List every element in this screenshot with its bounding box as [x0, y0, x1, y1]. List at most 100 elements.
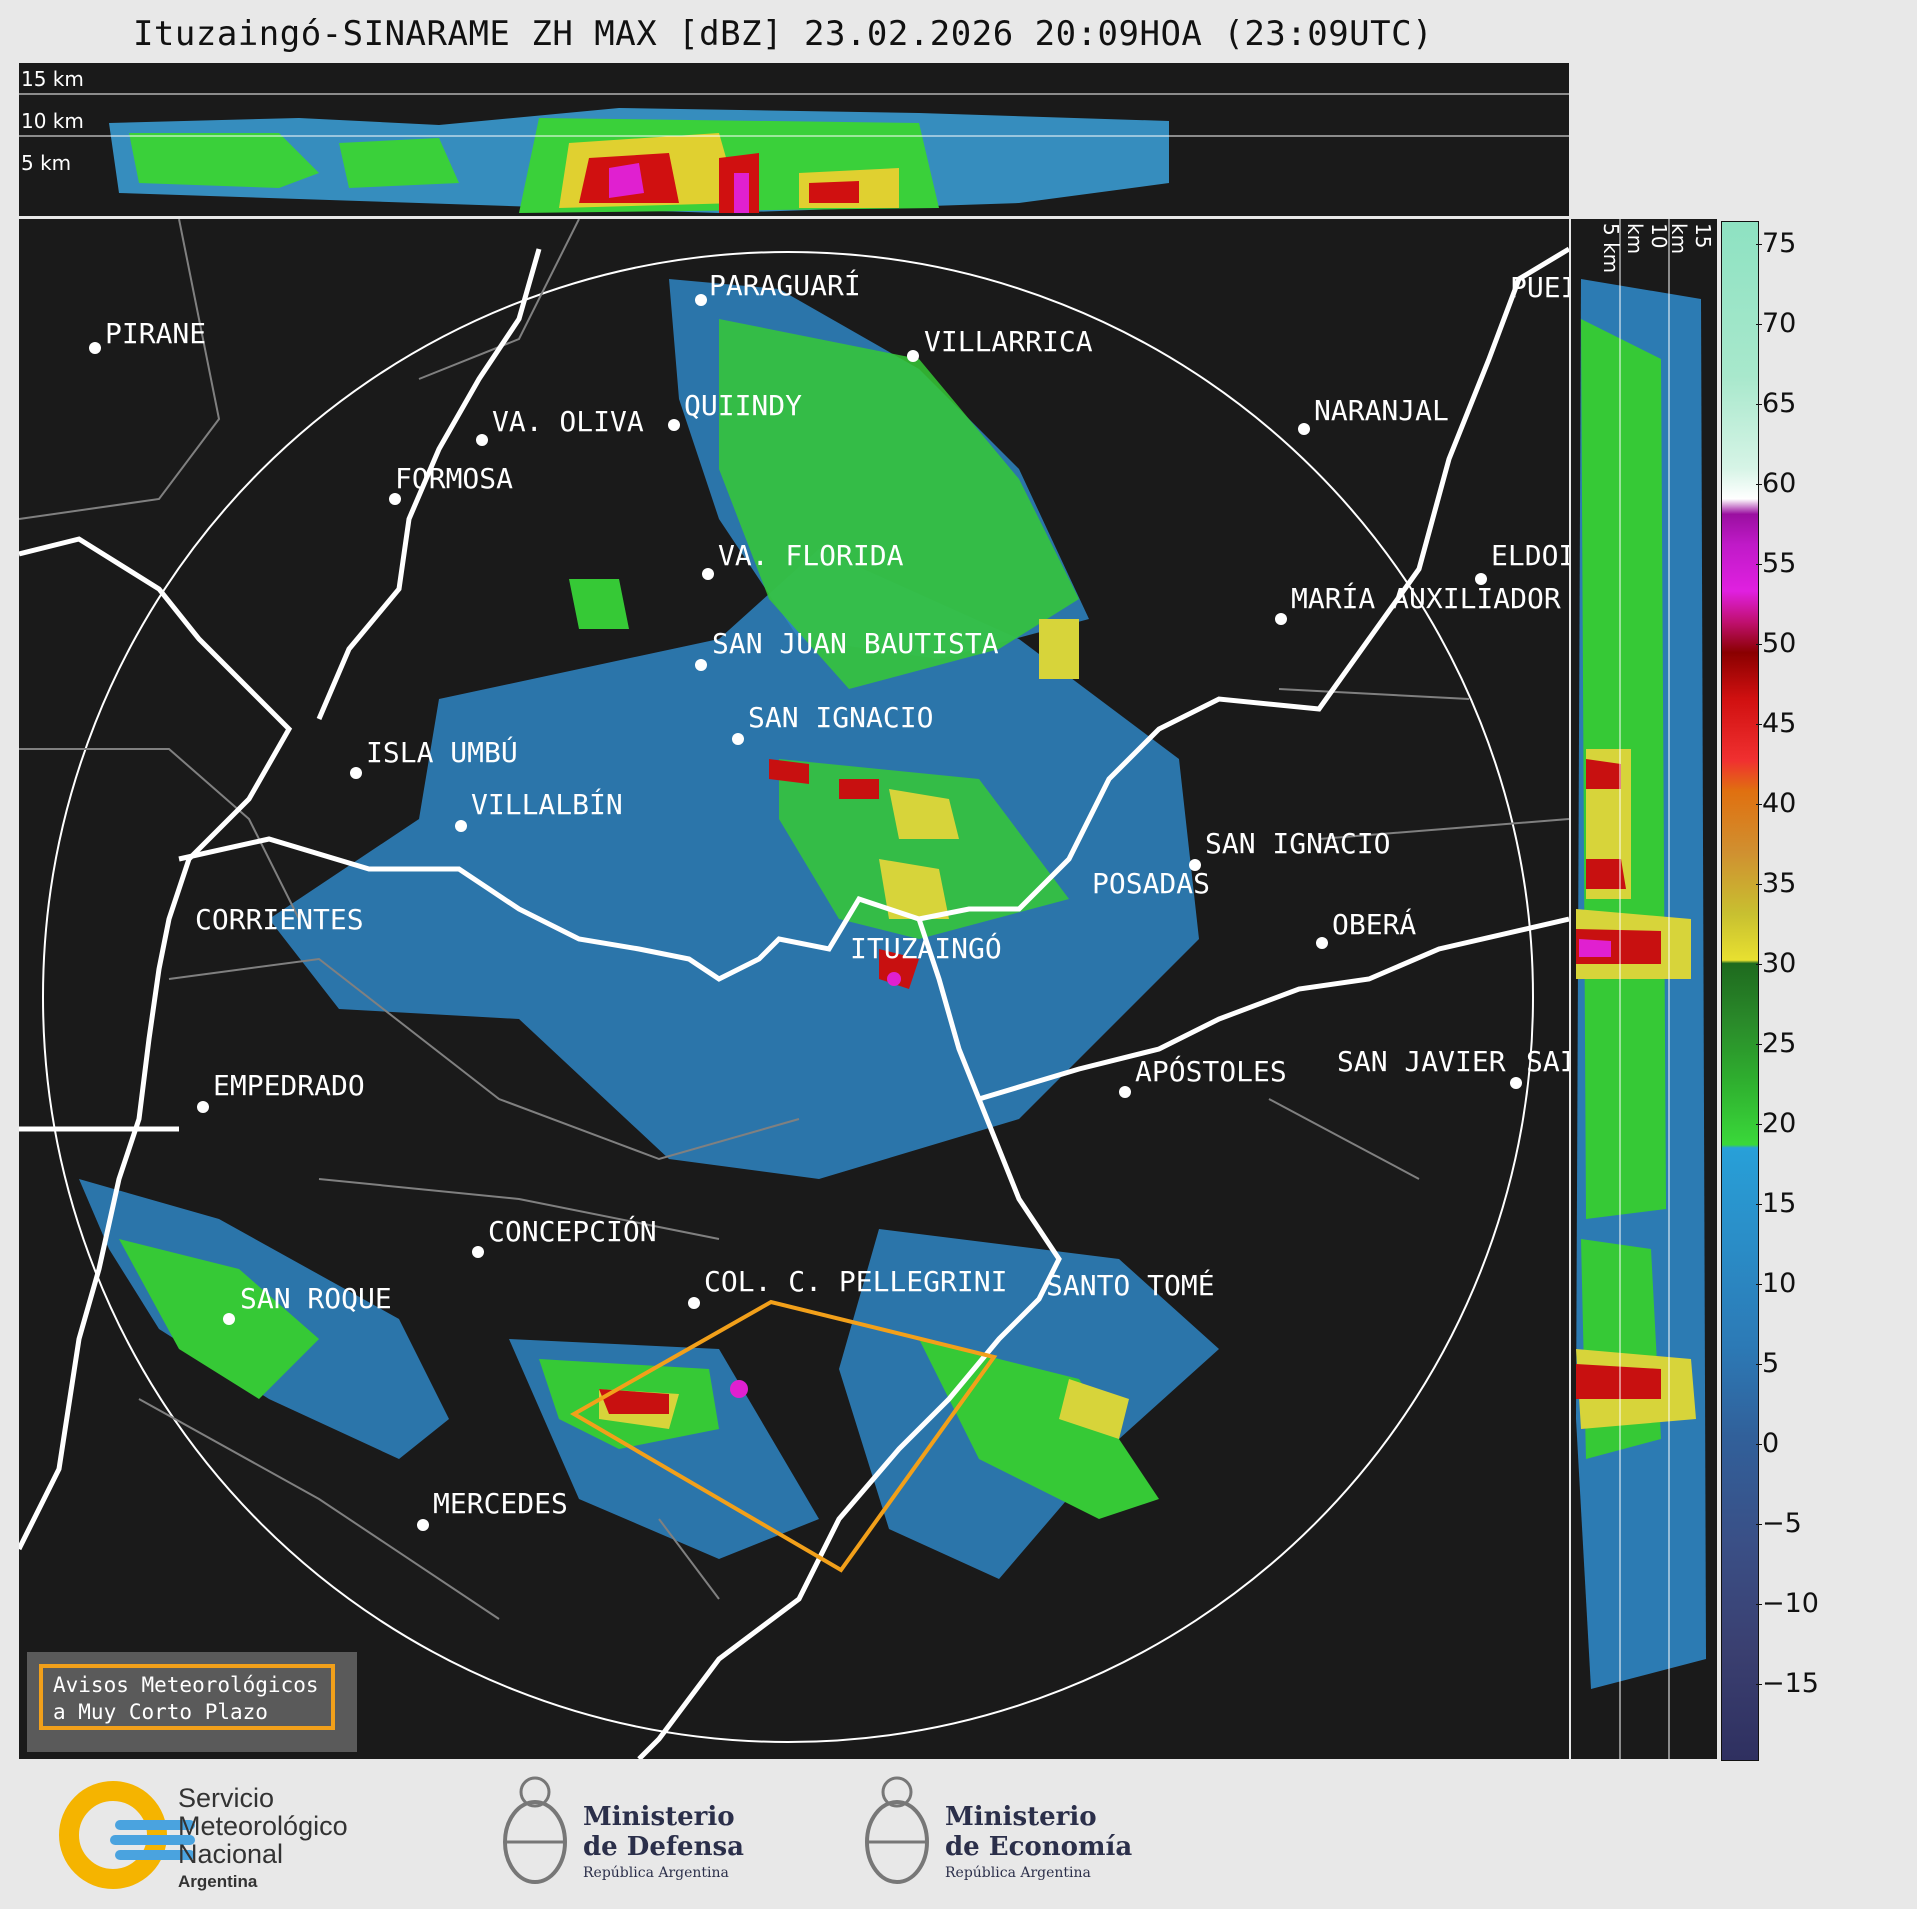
- city-label-san-javier: SAN JAVIER: [1337, 1045, 1506, 1078]
- smn-line1: Servicio: [178, 1783, 275, 1813]
- footer: Servicio Meteorológico Nacional Argentin…: [0, 1762, 1917, 1909]
- colorbar-tick-minus10: −10: [1756, 1588, 1819, 1619]
- city-dot: [197, 1101, 209, 1113]
- colorbar-tick-minus5: −5: [1756, 1508, 1802, 1539]
- city-label-obera: OBERÁ: [1332, 908, 1417, 941]
- colorbar-tick-45: 45: [1755, 708, 1797, 739]
- km-label-10: 10 km: [21, 109, 84, 133]
- colorbar-tick-50: 50: [1755, 628, 1797, 659]
- city-label-mercedes: MERCEDES: [433, 1487, 568, 1520]
- city-label-ituzaingo: ITUZAINGÓ: [850, 932, 1002, 965]
- city-dot: [688, 1297, 700, 1309]
- city-label-puei: PUEI: [1510, 271, 1569, 304]
- city-label-va-oliva: VA. OLIVA: [492, 405, 644, 438]
- city-dot: [1316, 937, 1328, 949]
- colorbar-tick-20: 20: [1755, 1108, 1797, 1139]
- city-dot: [1510, 1077, 1522, 1089]
- colorbar-tick-70: 70: [1755, 308, 1797, 339]
- city-label-isla-umbu: ISLA UMBÚ: [366, 736, 518, 769]
- city-label-villarrica: VILLARRICA: [924, 325, 1093, 358]
- colorbar-tick-0: 0: [1755, 1428, 1780, 1459]
- city-label-eldoi: ELDOI: [1491, 539, 1569, 572]
- economia-line3: República Argentina: [945, 1865, 1091, 1881]
- top-cross-section-echoes: [109, 108, 1169, 213]
- city-dot: [389, 493, 401, 505]
- economia-line2: de Economía: [945, 1832, 1133, 1862]
- coat-of-arms-defensa-icon: [503, 1776, 567, 1884]
- city-label-san-ignacio-py: SAN IGNACIO: [748, 701, 934, 734]
- defensa-line3: República Argentina: [583, 1865, 729, 1881]
- dbz-colorbar: [1721, 221, 1759, 1761]
- range-ring: [42, 251, 1534, 1743]
- city-label-quiindy: QUIINDY: [684, 389, 803, 422]
- warning-legend-frame: Avisos Meteorológicos a Muy Corto Plazo: [39, 1664, 335, 1730]
- colorbar-tick-55: 55: [1755, 548, 1797, 579]
- city-dot: [350, 767, 362, 779]
- smn-line2: Meteorológico: [178, 1811, 348, 1841]
- city-dot: [472, 1246, 484, 1258]
- city-dot: [1119, 1086, 1131, 1098]
- colorbar-tick-5: 5: [1755, 1348, 1780, 1379]
- side-km-label-5: 5 km: [1599, 223, 1623, 274]
- top-cross-section-panel: 15 km 10 km 5 km: [19, 63, 1569, 216]
- city-dot: [417, 1519, 429, 1531]
- city-dot: [907, 350, 919, 362]
- city-dot: [1275, 613, 1287, 625]
- smn-line3: Nacional: [178, 1839, 284, 1869]
- colorbar-tick-10: 10: [1755, 1268, 1797, 1299]
- city-dot: [1189, 859, 1201, 871]
- km-label-15: 15 km: [21, 67, 84, 91]
- city-label-villalbin: VILLALBÍN: [471, 788, 623, 821]
- city-label-santo-tome: SANTO TOMÉ: [1046, 1269, 1215, 1302]
- km-label-5: 5 km: [21, 151, 72, 175]
- city-label-maria-auxiliador: MARÍA AUXILIADOR: [1291, 582, 1561, 615]
- city-label-paraguari: PARAGUARÍ: [709, 269, 861, 302]
- city-label-formosa: FORMOSA: [395, 462, 514, 495]
- city-label-san-juan-bautista: SAN JUAN BAUTISTA: [712, 627, 999, 660]
- smn-line4: Argentina: [178, 1872, 258, 1891]
- colorbar-tick-40: 40: [1755, 788, 1797, 819]
- coat-of-arms-economia-icon: [865, 1776, 929, 1884]
- city-label-posadas: POSADAS: [1092, 867, 1211, 900]
- city-dot: [476, 434, 488, 446]
- colorbar-tick-30: 30: [1755, 948, 1797, 979]
- city-dot: [1298, 423, 1310, 435]
- city-dot: [695, 659, 707, 671]
- warning-legend-line2: a Muy Corto Plazo: [53, 1700, 268, 1724]
- map-boundaries: [19, 219, 1569, 1759]
- city-label-san-ignacio-ar: SAN IGNACIO: [1205, 827, 1391, 860]
- city-label-empedrado: EMPEDRADO: [213, 1069, 365, 1102]
- side-km-label-10: 10 km: [1623, 223, 1671, 255]
- city-label-san-roque: SAN ROQUE: [240, 1282, 392, 1315]
- colorbar-tick-60: 60: [1755, 468, 1797, 499]
- colorbar-tick-35: 35: [1755, 868, 1797, 899]
- colorbar-tick-75: 75: [1755, 228, 1797, 259]
- city-label-col-c-pellegrini: COL. C. PELLEGRINI: [704, 1265, 1008, 1298]
- smn-logo-icon: [59, 1781, 195, 1889]
- top-panel-height-lines: [19, 93, 1569, 137]
- city-label-naranjal: NARANJAL: [1314, 394, 1449, 427]
- map-title: Ituzaingó-SINARAME ZH MAX [dBZ] 23.02.20…: [132, 14, 1434, 54]
- defensa-line2: de Defensa: [583, 1832, 744, 1862]
- smn-name: Servicio Meteorológico Nacional Argentin…: [178, 1784, 348, 1896]
- city-label-va-florida: VA. FLORIDA: [718, 539, 904, 572]
- city-label-apostoles: APÓSTOLES: [1135, 1055, 1287, 1088]
- radar-echoes: [79, 279, 1219, 1579]
- colorbar-tick-15: 15: [1755, 1188, 1797, 1219]
- city-dot: [732, 733, 744, 745]
- side-cross-section-panel: 5 km 10 km 15 km: [1571, 219, 1717, 1759]
- city-label-corrientes: CORRIENTES: [195, 903, 364, 936]
- side-cross-section-echoes: [1576, 219, 1706, 1759]
- city-dot: [455, 820, 467, 832]
- city-dot: [1475, 573, 1487, 585]
- city-dot: [702, 568, 714, 580]
- city-dot: [223, 1313, 235, 1325]
- city-label-sai: SAI: [1526, 1045, 1569, 1078]
- radar-map: PIRANE PARAGUARÍ VILLARRICA QUIINDY VA. …: [19, 219, 1569, 1759]
- city-label-concepcion: CONCEPCIÓN: [488, 1215, 657, 1248]
- colorbar-tick-minus15: −15: [1756, 1668, 1819, 1699]
- warning-legend: Avisos Meteorológicos a Muy Corto Plazo: [27, 1652, 357, 1752]
- warning-polygon: [569, 1299, 998, 1573]
- colorbar-tick-65: 65: [1755, 388, 1797, 419]
- colorbar-tick-25: 25: [1755, 1028, 1797, 1059]
